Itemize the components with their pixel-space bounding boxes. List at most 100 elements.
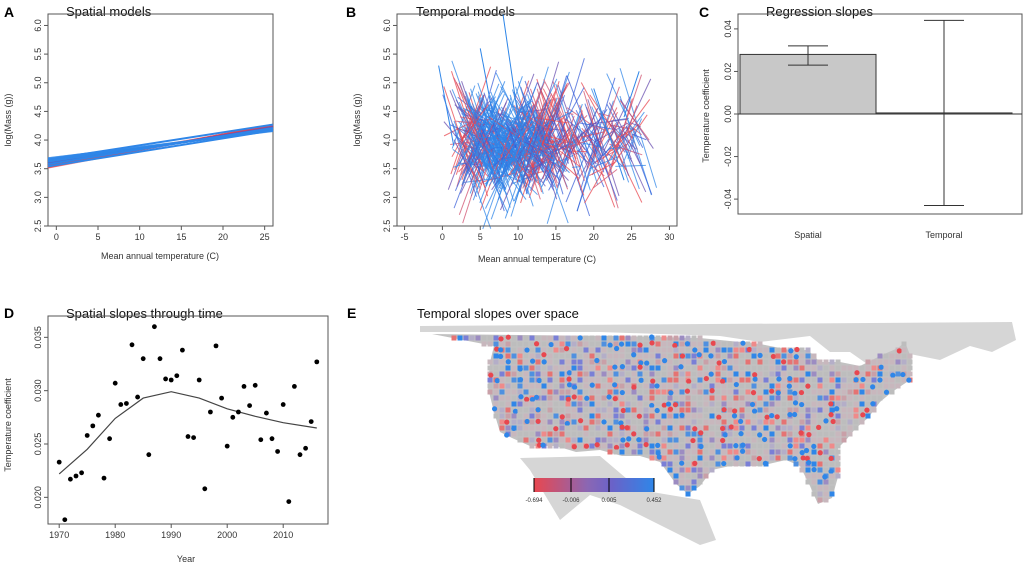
grid-cell — [577, 407, 583, 413]
grid-cell — [589, 443, 595, 449]
grid-cell — [577, 431, 583, 437]
grid-cell — [715, 341, 721, 347]
grid-cell — [847, 419, 853, 425]
site-dot — [619, 424, 625, 430]
grid-cell — [559, 353, 565, 359]
grid-cell — [487, 335, 493, 341]
grid-cell — [697, 407, 703, 413]
site-dot — [679, 353, 686, 359]
grid-cell — [655, 395, 661, 401]
grid-cell — [817, 389, 823, 395]
site-dot — [672, 342, 678, 349]
site-dot — [684, 388, 691, 394]
grid-cell — [559, 431, 565, 437]
site-dot — [626, 436, 632, 442]
grid-cell — [505, 395, 511, 401]
grid-cell — [547, 335, 553, 341]
panel-c-ylabel: Temperature coefficient — [701, 69, 711, 163]
grid-cell — [577, 425, 583, 431]
grid-cell — [577, 347, 583, 353]
grid-cell — [607, 335, 613, 341]
temporal-site-line — [463, 107, 482, 118]
grid-cell — [811, 383, 817, 389]
grid-cell — [661, 347, 667, 353]
temporal-site-line — [540, 121, 551, 151]
grid-cell — [625, 431, 631, 437]
grid-cell — [739, 359, 745, 365]
grid-cell — [835, 383, 841, 389]
grid-cell — [685, 359, 691, 365]
grid-cell — [781, 437, 787, 443]
grid-cell — [841, 413, 847, 419]
grid-cell — [817, 377, 823, 383]
grid-cell — [505, 371, 511, 377]
grid-cell — [715, 449, 721, 455]
site-dot — [864, 407, 870, 413]
year-point — [224, 443, 230, 449]
year-point — [208, 409, 213, 415]
grid-cell — [739, 413, 745, 419]
panel-e-letter: E — [347, 305, 356, 321]
grid-cell — [805, 365, 811, 371]
grid-cell — [499, 371, 505, 377]
grid-cell — [595, 431, 601, 437]
grid-cell — [709, 347, 715, 353]
x-tick-label: 5 — [478, 232, 483, 242]
grid-cell — [535, 371, 541, 377]
grid-cell — [673, 407, 679, 413]
site-dot — [618, 341, 625, 347]
site-dot — [618, 420, 624, 426]
grid-cell — [505, 425, 511, 431]
grid-cell — [871, 395, 877, 401]
year-point — [118, 402, 124, 407]
grid-cell — [757, 371, 763, 377]
temporal-site-line — [621, 135, 632, 160]
grid-cell — [625, 419, 631, 425]
grid-cell — [865, 359, 871, 365]
grid-cell — [679, 455, 685, 461]
temporal-site-line — [499, 102, 507, 117]
grid-cell — [619, 359, 625, 365]
site-dot — [536, 377, 542, 384]
site-dot — [750, 390, 757, 396]
grid-cell — [613, 419, 619, 425]
grid-cell — [559, 383, 565, 389]
grid-cell — [673, 347, 679, 353]
grid-cell — [601, 395, 607, 401]
grid-cell — [679, 437, 685, 443]
site-dot — [860, 376, 866, 383]
grid-cell — [793, 461, 799, 467]
legend-label-1: -0.694 — [525, 498, 543, 504]
grid-cell — [745, 389, 751, 395]
grid-cell — [643, 419, 649, 425]
site-dot — [792, 390, 798, 396]
grid-cell — [505, 407, 511, 413]
site-dot — [638, 377, 644, 383]
grid-cell — [829, 365, 835, 371]
temporal-site-line — [490, 110, 524, 179]
grid-cell — [559, 401, 565, 407]
grid-cell — [793, 419, 799, 425]
grid-cell — [751, 353, 757, 359]
grid-cell — [787, 455, 793, 461]
grid-cell — [715, 383, 721, 389]
grid-cell — [613, 407, 619, 413]
grid-cell — [805, 359, 811, 365]
temporal-site-line — [526, 148, 537, 156]
grid-cell — [625, 395, 631, 401]
temporal-site-line — [478, 113, 513, 167]
grid-cell — [649, 455, 655, 461]
site-dot — [775, 390, 781, 396]
grid-cell — [811, 389, 817, 395]
grid-cell — [649, 449, 655, 455]
grid-cell — [553, 431, 559, 437]
grid-cell — [559, 437, 565, 443]
grid-cell — [619, 413, 625, 419]
grid-cell — [643, 341, 649, 347]
panel-d-ylabel: Temperature coefficient — [3, 378, 13, 472]
grid-cell — [883, 383, 889, 389]
site-dot — [606, 394, 612, 400]
grid-cell — [649, 443, 655, 449]
grid-cell — [793, 383, 799, 389]
site-dot — [650, 378, 656, 384]
